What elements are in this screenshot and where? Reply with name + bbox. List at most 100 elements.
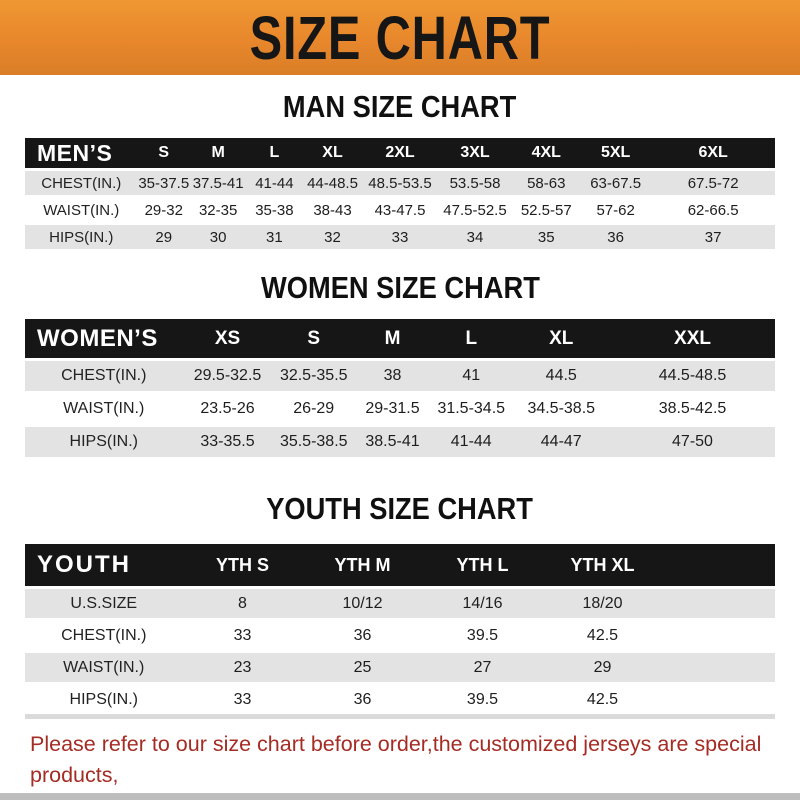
- value-cell: 33-35.5: [182, 424, 273, 457]
- size-column-header: YTH L: [422, 544, 543, 586]
- table-title-cell: MEN’S: [25, 138, 138, 168]
- value-cell: 62-66.5: [651, 195, 775, 222]
- value-cell: 26-29: [272, 391, 355, 424]
- value-cell: 39.5: [422, 682, 543, 714]
- banner-title: SIZE CHART: [249, 4, 551, 72]
- value-cell: 31.5-34.5: [430, 391, 513, 424]
- value-cell: 53.5-58: [437, 168, 513, 195]
- table-row: CHEST(IN.) 35-37.5 37.5-41 41-44 44-48.5 48.5…: [25, 168, 775, 195]
- value-cell: 18/20: [542, 586, 663, 618]
- women-size-table: WOMEN’S XS S M L XL XXL CHEST(IN.) 29.5-32.5 32.5…: [25, 319, 775, 457]
- youth-section-heading: YOUTH SIZE CHART: [0, 492, 800, 526]
- value-cell: 36: [302, 618, 423, 650]
- women-section-heading: WOMEN SIZE CHART: [0, 271, 800, 305]
- size-column-header: S: [137, 138, 190, 168]
- row-label-cell: WAIST(IN.): [25, 391, 183, 424]
- size-column-header: YTH XL: [542, 544, 663, 586]
- size-column-header: 5XL: [580, 138, 652, 168]
- size-column-header: XL: [302, 138, 363, 168]
- value-cell: 35-37.5: [137, 168, 190, 195]
- men-section-heading: MAN SIZE CHART: [0, 90, 800, 124]
- men-heading-text: MAN SIZE CHART: [283, 89, 517, 124]
- size-column-header: 4XL: [512, 138, 580, 168]
- value-cell: 41-44: [246, 168, 303, 195]
- value-cell: 25: [302, 650, 423, 682]
- value-cell: 57-62: [580, 195, 652, 222]
- value-cell: 48.5-53.5: [362, 168, 438, 195]
- value-cell: 30: [190, 222, 247, 249]
- value-cell: 35-38: [246, 195, 303, 222]
- value-cell: 35: [512, 222, 580, 249]
- men-size-table: MEN’S S M L XL 2XL 3XL 4XL 5XL 6XL CHEST(IN.) 35-37…: [25, 138, 775, 249]
- value-cell: 39.5: [422, 618, 543, 650]
- bottom-edge-strip: [0, 793, 800, 800]
- size-column-header: 2XL: [362, 138, 438, 168]
- value-cell: 38-43: [302, 195, 363, 222]
- size-column-header: L: [430, 319, 513, 358]
- value-cell: 32.5-35.5: [272, 358, 355, 391]
- value-cell: 36: [580, 222, 652, 249]
- table-row: HIPS(IN.) 33 36 39.5 42.5: [25, 682, 775, 714]
- banner: SIZE CHART: [0, 0, 800, 75]
- table-title-cell: YOUTH: [25, 544, 183, 586]
- size-column-header: XS: [182, 319, 273, 358]
- table-row: HIPS(IN.) 29 30 31 32 33 34 35 36 37: [25, 222, 775, 249]
- value-cell: 33: [182, 682, 303, 714]
- value-cell: 38.5-42.5: [610, 391, 775, 424]
- value-cell: 34: [437, 222, 513, 249]
- value-cell: 41: [430, 358, 513, 391]
- spacer-cell: [662, 618, 775, 650]
- table-row: WAIST(IN.) 29-32 32-35 35-38 38-43 43-47.5 47.…: [25, 195, 775, 222]
- value-cell: 32-35: [190, 195, 247, 222]
- value-cell: 44.5: [512, 358, 610, 391]
- value-cell: 37: [651, 222, 775, 249]
- value-cell: 47.5-52.5: [437, 195, 513, 222]
- value-cell: 44-47: [512, 424, 610, 457]
- value-cell: 41-44: [430, 424, 513, 457]
- table-row: HIPS(IN.) 33-35.5 35.5-38.5 38.5-41 41-44 44-…: [25, 424, 775, 457]
- table-row: U.S.SIZE 8 10/12 14/16 18/20: [25, 586, 775, 618]
- row-label-cell: CHEST(IN.): [25, 168, 138, 195]
- size-column-header: YTH S: [182, 544, 303, 586]
- table-header-row: YOUTH YTH S YTH M YTH L YTH XL: [25, 544, 775, 586]
- table-row: CHEST(IN.) 29.5-32.5 32.5-35.5 38 41 44.5 44.5…: [25, 358, 775, 391]
- value-cell: 47-50: [610, 424, 775, 457]
- value-cell: 27: [422, 650, 543, 682]
- value-cell: 42.5: [542, 618, 663, 650]
- value-cell: 34.5-38.5: [512, 391, 610, 424]
- value-cell: 42.5: [542, 682, 663, 714]
- women-heading-text: WOMEN SIZE CHART: [260, 270, 540, 305]
- row-label-cell: U.S.SIZE: [25, 586, 183, 618]
- value-cell: 33: [362, 222, 438, 249]
- row-label-cell: CHEST(IN.): [25, 358, 183, 391]
- value-cell: 32: [302, 222, 363, 249]
- spacer-cell: [662, 682, 775, 714]
- spacer-cell: [662, 544, 775, 586]
- size-column-header: XXL: [610, 319, 775, 358]
- value-cell: 38: [355, 358, 430, 391]
- value-cell: 35.5-38.5: [272, 424, 355, 457]
- size-column-header: M: [190, 138, 247, 168]
- value-cell: 36: [302, 682, 423, 714]
- row-label-cell: WAIST(IN.): [25, 195, 138, 222]
- value-cell: 14/16: [422, 586, 543, 618]
- size-column-header: M: [355, 319, 430, 358]
- size-column-header: 6XL: [651, 138, 775, 168]
- value-cell: 58-63: [512, 168, 580, 195]
- value-cell: 29-31.5: [355, 391, 430, 424]
- value-cell: 43-47.5: [362, 195, 438, 222]
- spacer-cell: [662, 586, 775, 618]
- row-label-cell: HIPS(IN.): [25, 222, 138, 249]
- value-cell: 29: [137, 222, 190, 249]
- value-cell: 29.5-32.5: [182, 358, 273, 391]
- table-header-row: WOMEN’S XS S M L XL XXL: [25, 319, 775, 358]
- table-row: WAIST(IN.) 23 25 27 29: [25, 650, 775, 682]
- value-cell: 29: [542, 650, 663, 682]
- value-cell: 37.5-41: [190, 168, 247, 195]
- youth-heading-text: YOUTH SIZE CHART: [266, 491, 534, 526]
- table-row: CHEST(IN.) 33 36 39.5 42.5: [25, 618, 775, 650]
- spacer-cell: [662, 650, 775, 682]
- youth-size-table: YOUTH YTH S YTH M YTH L YTH XL U.S.SIZE 8 10/12…: [25, 544, 775, 719]
- table-title-cell: WOMEN’S: [25, 319, 183, 358]
- row-label-cell: HIPS(IN.): [25, 424, 183, 457]
